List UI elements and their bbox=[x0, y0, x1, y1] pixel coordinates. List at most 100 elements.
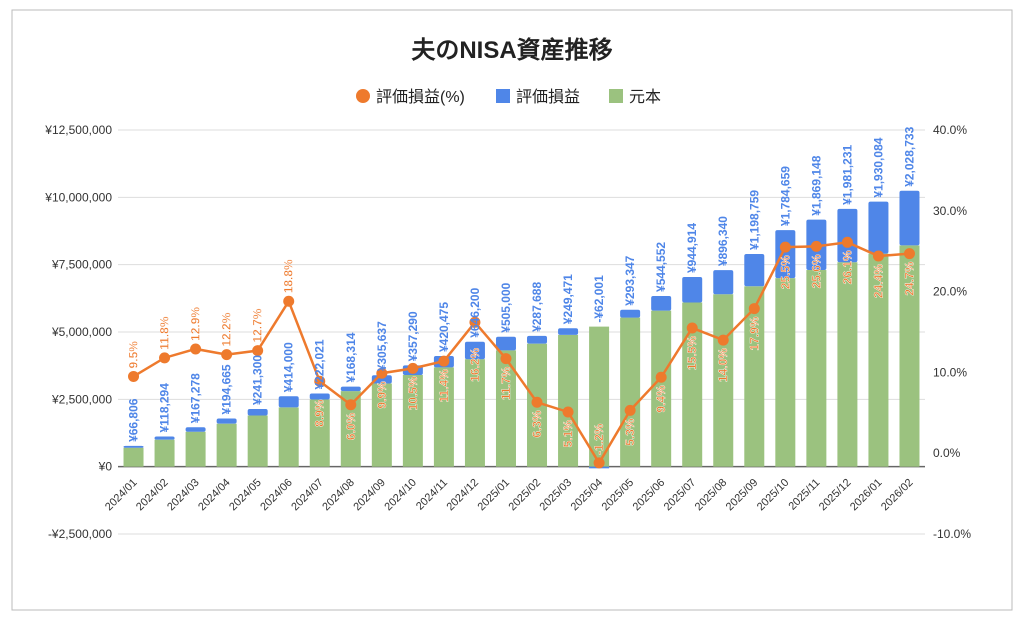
gain-pct-data-label: 5.1% bbox=[561, 420, 575, 448]
legend-marker-gain bbox=[496, 89, 510, 103]
gain-pct-data-label: 17.9% bbox=[747, 316, 761, 350]
gain-data-label: ¥414,000 bbox=[282, 342, 296, 392]
gain-data-label: ¥168,314 bbox=[344, 332, 358, 382]
gain-pct-data-label: 12.2% bbox=[220, 312, 234, 346]
gain-data-label: ¥1,981,231 bbox=[840, 144, 854, 204]
bar-gain bbox=[278, 396, 299, 408]
gain-data-label: ¥896,340 bbox=[716, 216, 730, 266]
gain-pct-data-label: 14.0% bbox=[716, 348, 730, 382]
legend-marker-principal bbox=[609, 89, 623, 103]
gain-pct-data-label: 24.7% bbox=[902, 261, 916, 295]
gain-pct-point bbox=[345, 399, 357, 411]
bar-gain bbox=[495, 336, 516, 351]
bar-principal bbox=[837, 262, 858, 467]
bar-gain bbox=[744, 254, 765, 287]
bar-gain bbox=[123, 445, 144, 448]
bar-principal bbox=[433, 367, 454, 467]
bar-principal bbox=[123, 447, 144, 467]
right-axis-tick: 20.0% bbox=[933, 285, 967, 299]
gain-pct-data-label: 8.9% bbox=[313, 399, 327, 427]
bar-principal bbox=[216, 423, 237, 467]
pct-line-group bbox=[128, 236, 915, 469]
gain-data-label: -¥62,001 bbox=[592, 275, 606, 323]
right-axis-tick: -10.0% bbox=[933, 527, 971, 541]
gain-data-label: ¥1,198,759 bbox=[747, 190, 761, 250]
left-axis-tick: ¥2,500,000 bbox=[51, 392, 112, 406]
gain-data-label: ¥420,475 bbox=[437, 302, 451, 352]
left-axis-tick: ¥7,500,000 bbox=[51, 258, 112, 272]
gain-pct-point bbox=[717, 334, 729, 346]
gain-data-label: ¥241,300 bbox=[251, 355, 265, 405]
bar-principal bbox=[247, 415, 268, 467]
bar-principal bbox=[340, 391, 361, 467]
gain-pct-data-label: 18.8% bbox=[282, 259, 296, 293]
bar-gain bbox=[713, 270, 734, 295]
gain-data-label: ¥222,021 bbox=[313, 339, 327, 389]
gain-pct-line bbox=[132, 241, 910, 466]
left-axis-tick: ¥5,000,000 bbox=[51, 325, 112, 339]
right-axis-tick: 40.0% bbox=[933, 123, 967, 137]
bar-gain bbox=[775, 230, 796, 279]
gain-pct-data-label: 6.0% bbox=[344, 412, 358, 440]
gain-pct-point bbox=[500, 353, 512, 365]
bar-principal bbox=[651, 310, 672, 467]
gain-data-label: ¥544,552 bbox=[654, 242, 668, 292]
bar-gain bbox=[837, 208, 858, 263]
gain-pct-data-label: 5.3% bbox=[623, 418, 637, 446]
gain-pct-point bbox=[252, 345, 264, 357]
gain-data-label: ¥287,688 bbox=[530, 282, 544, 332]
bar-principal bbox=[371, 383, 392, 467]
bar-gain bbox=[154, 436, 175, 440]
bar-principal bbox=[558, 334, 579, 467]
bar-gain bbox=[247, 408, 268, 416]
gain-pct-data-label: 9.5% bbox=[127, 341, 141, 369]
bar-principal bbox=[495, 350, 516, 467]
bar-gain bbox=[464, 341, 485, 360]
chart-title: 夫のNISA資産推移 bbox=[411, 36, 612, 64]
bar-gain bbox=[558, 328, 579, 335]
gain-pct-point bbox=[159, 352, 171, 364]
left-axis-tick: ¥10,000,000 bbox=[44, 190, 112, 204]
gain-pct-point bbox=[407, 362, 419, 374]
bar-principal bbox=[744, 286, 765, 467]
gain-data-label: ¥66,806 bbox=[127, 398, 141, 442]
gain-data-label: ¥249,471 bbox=[561, 274, 575, 324]
legend-label-gain: 評価損益 bbox=[516, 88, 580, 106]
gain-pct-data-label: 12.7% bbox=[251, 308, 265, 342]
gain-pct-point bbox=[190, 343, 202, 355]
gain-pct-point bbox=[686, 322, 698, 334]
gain-data-label: ¥1,784,659 bbox=[778, 166, 792, 226]
right-axis-tick: 0.0% bbox=[933, 446, 961, 460]
gain-pct-point bbox=[376, 367, 388, 379]
legend-label-principal: 元本 bbox=[629, 88, 661, 106]
bar-gain bbox=[309, 393, 330, 400]
bar-principal bbox=[278, 407, 299, 467]
data-labels: ¥66,806 ¥118,294 ¥167,278 ¥194,665 ¥241,300 ¥… bbox=[126, 126, 916, 455]
bars bbox=[123, 190, 920, 469]
gain-pct-data-label: 24.4% bbox=[871, 264, 885, 298]
gain-data-label: ¥305,637 bbox=[375, 321, 389, 371]
gain-data-label: ¥2,028,733 bbox=[902, 126, 916, 186]
gain-data-label: ¥293,347 bbox=[623, 255, 637, 305]
bar-gain bbox=[899, 190, 920, 246]
bar-gain bbox=[216, 418, 237, 424]
gain-pct-data-label: 26.1% bbox=[840, 250, 854, 284]
gain-pct-data-label: 25.6% bbox=[809, 254, 823, 288]
gain-pct-data-label: 25.5% bbox=[778, 255, 792, 289]
right-axis-tick: 10.0% bbox=[933, 365, 967, 379]
gain-data-label: ¥1,869,148 bbox=[809, 155, 823, 215]
legend-marker-pct bbox=[356, 89, 370, 103]
gain-pct-point bbox=[531, 396, 543, 408]
bar-principal bbox=[682, 302, 703, 467]
gain-pct-point bbox=[655, 371, 667, 383]
bar-principal bbox=[899, 245, 920, 467]
gain-data-label: ¥646,200 bbox=[468, 287, 482, 337]
bar-principal bbox=[806, 270, 827, 467]
gain-pct-point bbox=[562, 406, 574, 418]
gain-pct-data-label: 9.4% bbox=[654, 385, 668, 413]
bar-principal bbox=[620, 317, 641, 467]
bar-principal bbox=[185, 431, 206, 467]
gain-pct-data-label: 9.9% bbox=[375, 381, 389, 409]
